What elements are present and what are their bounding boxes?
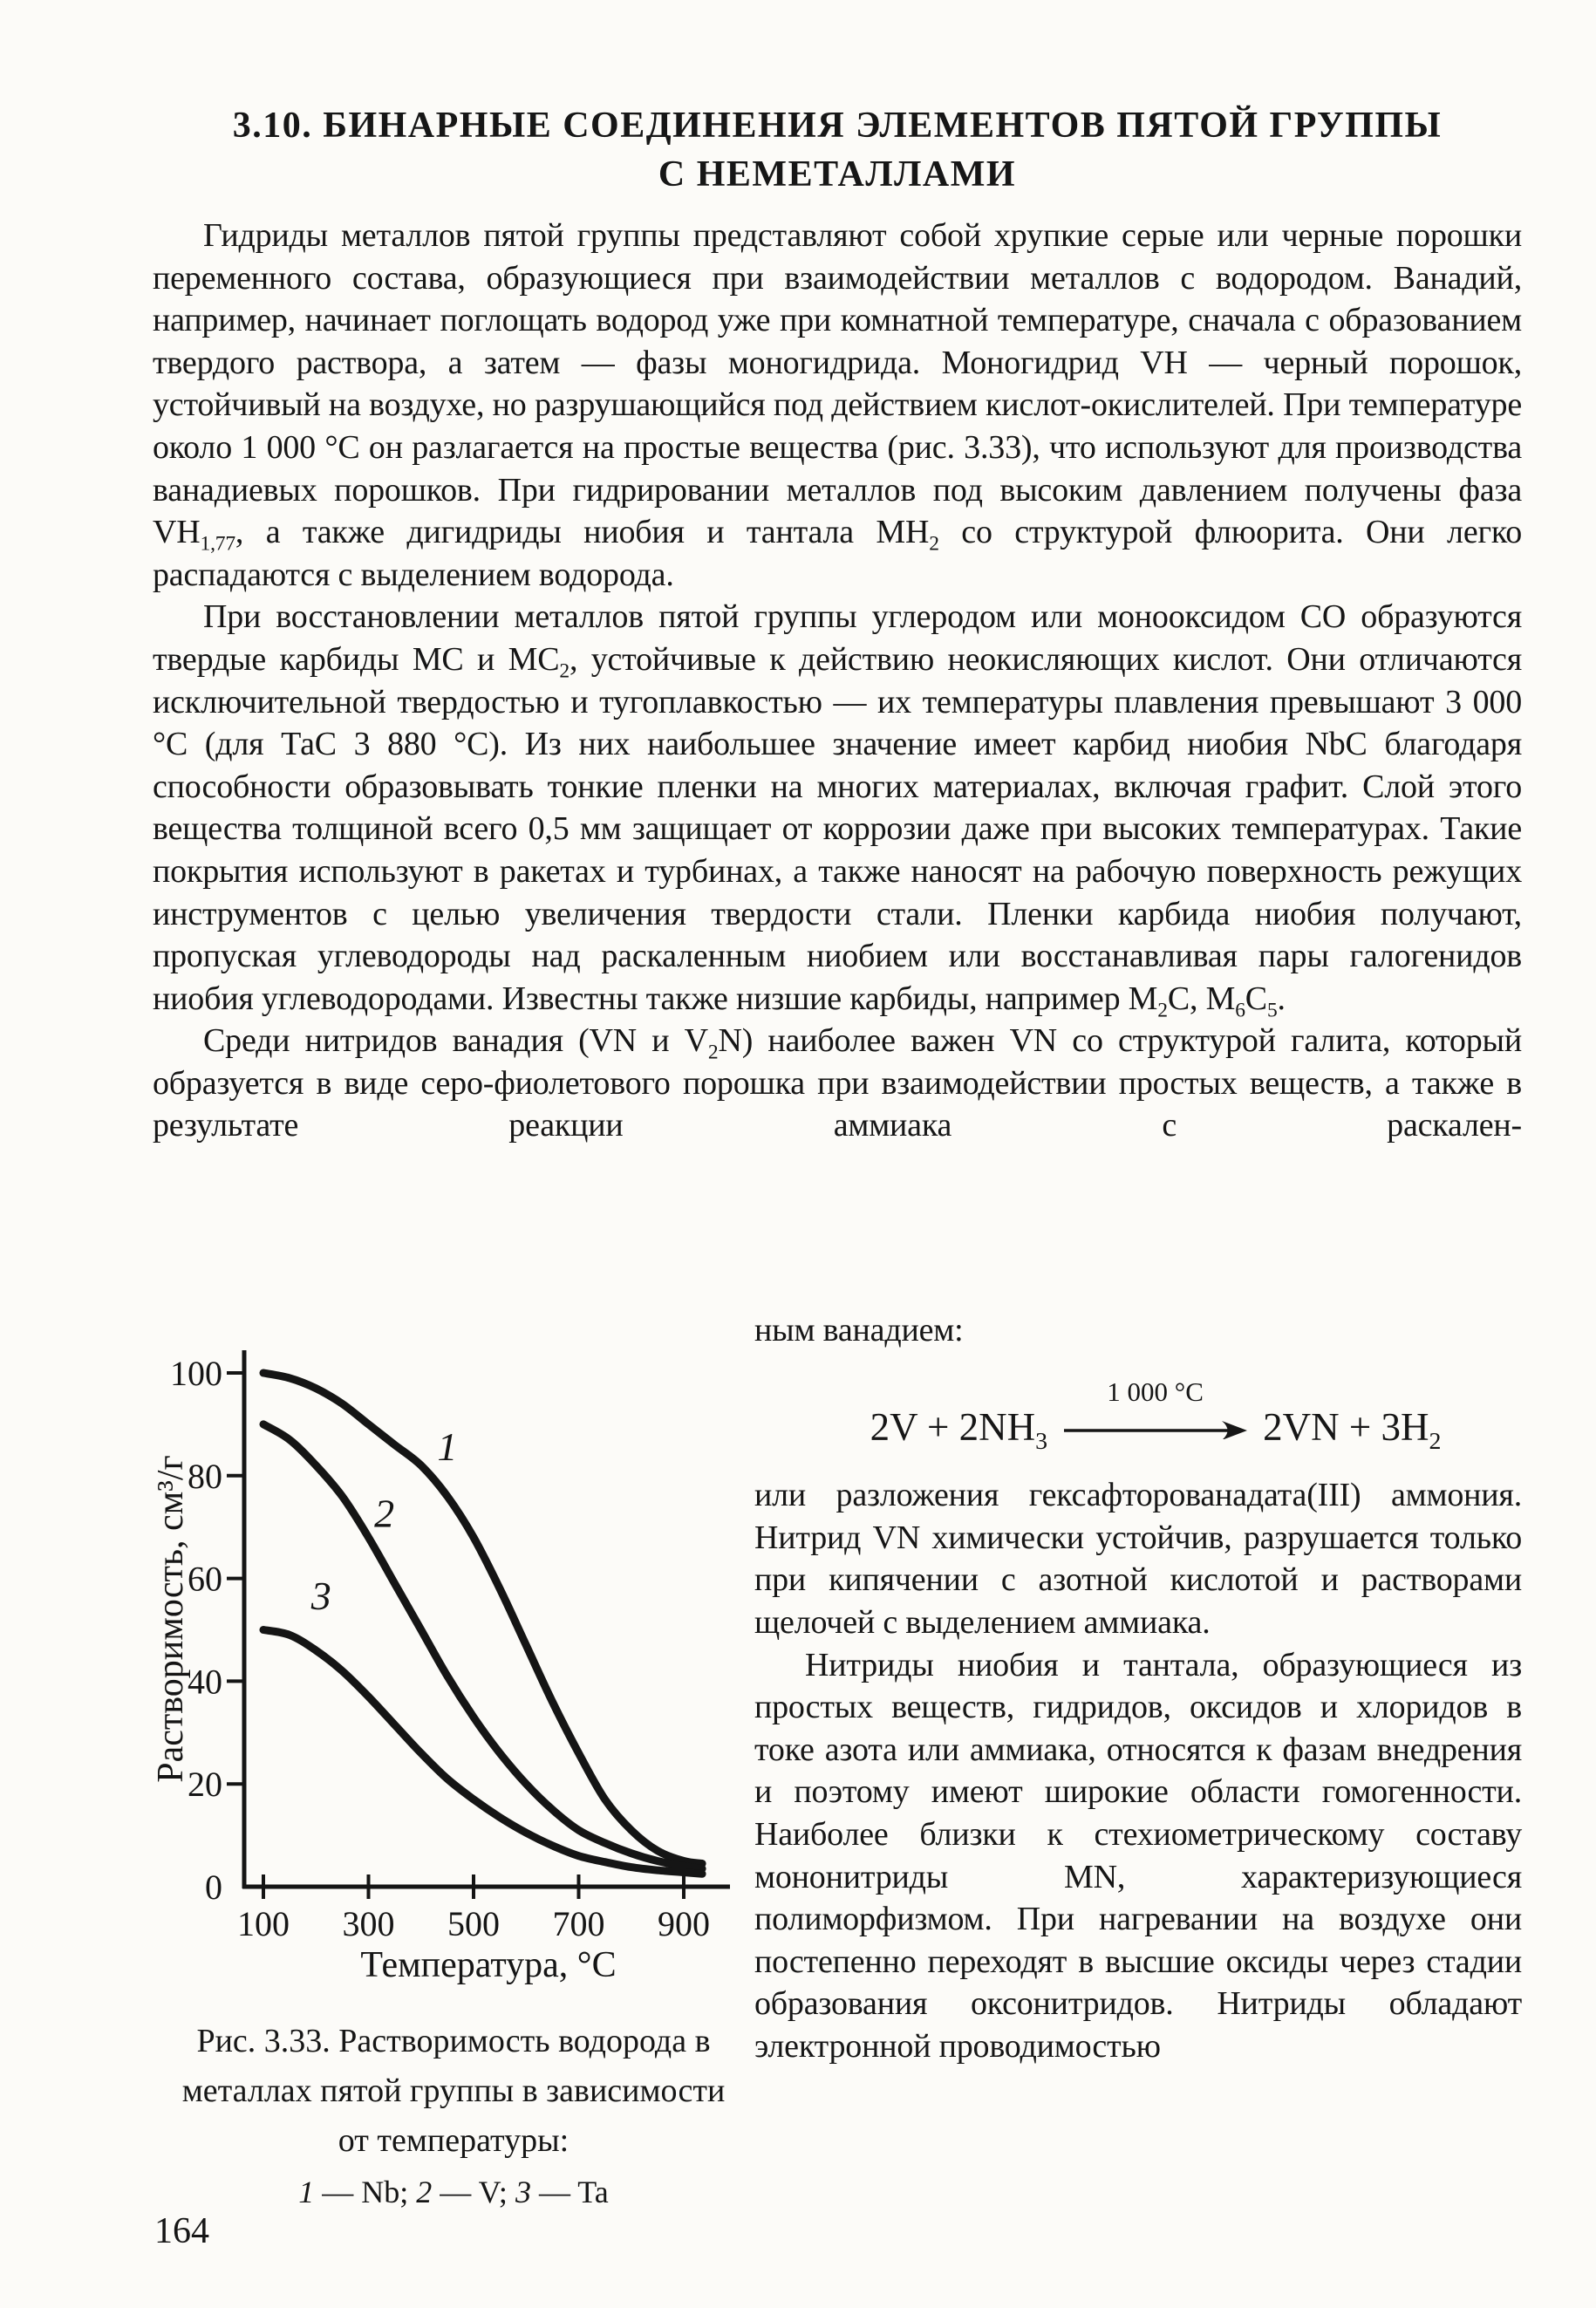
right-text-column: ным ванадием: 2V + 2NH3 1 000 °С 2VN + 3… [754, 1309, 1522, 2068]
curve-label-V: 2 [374, 1492, 394, 1536]
figure-3-33: 0 20 40 60 80 100 100 300 500 700 900 1 2 3 Температур… [153, 1342, 754, 2013]
x-axis-title: Температура, °С [360, 1945, 616, 1985]
y-tick-label: 100 [170, 1354, 222, 1393]
section-heading: 3.10. БИНАРНЫЕ СОЕДИНЕНИЯ ЭЛЕМЕНТОВ ПЯТО… [153, 101, 1522, 199]
equation-right-side: 2VN + 3H2 [1263, 1404, 1442, 1455]
x-tick-label: 700 [553, 1904, 605, 1943]
x-tick-label: 300 [343, 1904, 395, 1943]
paragraph-vn-properties: или разложения гексафторованадата(III) а… [754, 1477, 1522, 1641]
section-heading-line-2: С НЕМЕТАЛЛАМИ [658, 154, 1017, 195]
reaction-arrow-icon [1064, 1421, 1248, 1440]
chemical-equation: 2V + 2NH3 1 000 °С 2VN + 3H2 [789, 1371, 1522, 1455]
equation-arrow-block: 1 000 °С [1061, 1371, 1249, 1449]
equation-left-side: 2V + 2NH3 [870, 1404, 1048, 1455]
curve-label-Nb: 1 [437, 1424, 457, 1469]
main-text-block: Гидриды металлов пятой группы представля… [153, 215, 1522, 1147]
paragraph-nitrides-continuation: ным ванадием: [754, 1312, 964, 1349]
y-tick-label: 60 [188, 1560, 222, 1599]
y-axis-title: Растворимость, см³/г [153, 1455, 191, 1783]
paragraph-hydrides: Гидриды металлов пятой группы представля… [153, 217, 1522, 593]
section-heading-line-1: 3.10. БИНАРНЫЕ СОЕДИНЕНИЯ ЭЛЕМЕНТОВ ПЯТО… [232, 106, 1443, 147]
x-tick-label: 100 [237, 1904, 290, 1943]
x-tick-label: 500 [447, 1904, 500, 1943]
paragraph-nitrides-start: Среди нитридов ванадия (VN и V2N) наибол… [153, 1022, 1523, 1144]
curve-label-Ta: 3 [310, 1574, 331, 1618]
curve-V [259, 1420, 706, 1873]
figure-caption-block: Рис. 3.33. Растворимость водорода в мета… [166, 2017, 741, 2218]
paragraph-carbides: При восстановлении металлов пятой группы… [153, 598, 1523, 1022]
y-tick-label: 80 [188, 1457, 222, 1496]
curve-Nb [259, 1369, 706, 1868]
paragraph-nb-ta-nitrides: Нитриды ниобия и тантала, образующиеся и… [754, 1646, 1522, 2065]
y-tick-label: 0 [205, 1868, 222, 1907]
page-number: 164 [154, 2211, 209, 2251]
x-tick-label: 900 [658, 1904, 710, 1943]
y-tick-label: 20 [188, 1765, 222, 1804]
equation-condition: 1 000 °С [1107, 1376, 1204, 1407]
curve-Ta [259, 1626, 706, 1878]
figure-caption: Рис. 3.33. Растворимость водорода в мета… [181, 2023, 726, 2159]
figure-legend: 1 — Nb; 2 — V; 3 — Ta [298, 2175, 609, 2209]
solubility-vs-temperature-chart: 0 20 40 60 80 100 100 300 500 700 900 123 Температур… [153, 1350, 730, 1985]
y-tick-label: 40 [188, 1662, 222, 1701]
